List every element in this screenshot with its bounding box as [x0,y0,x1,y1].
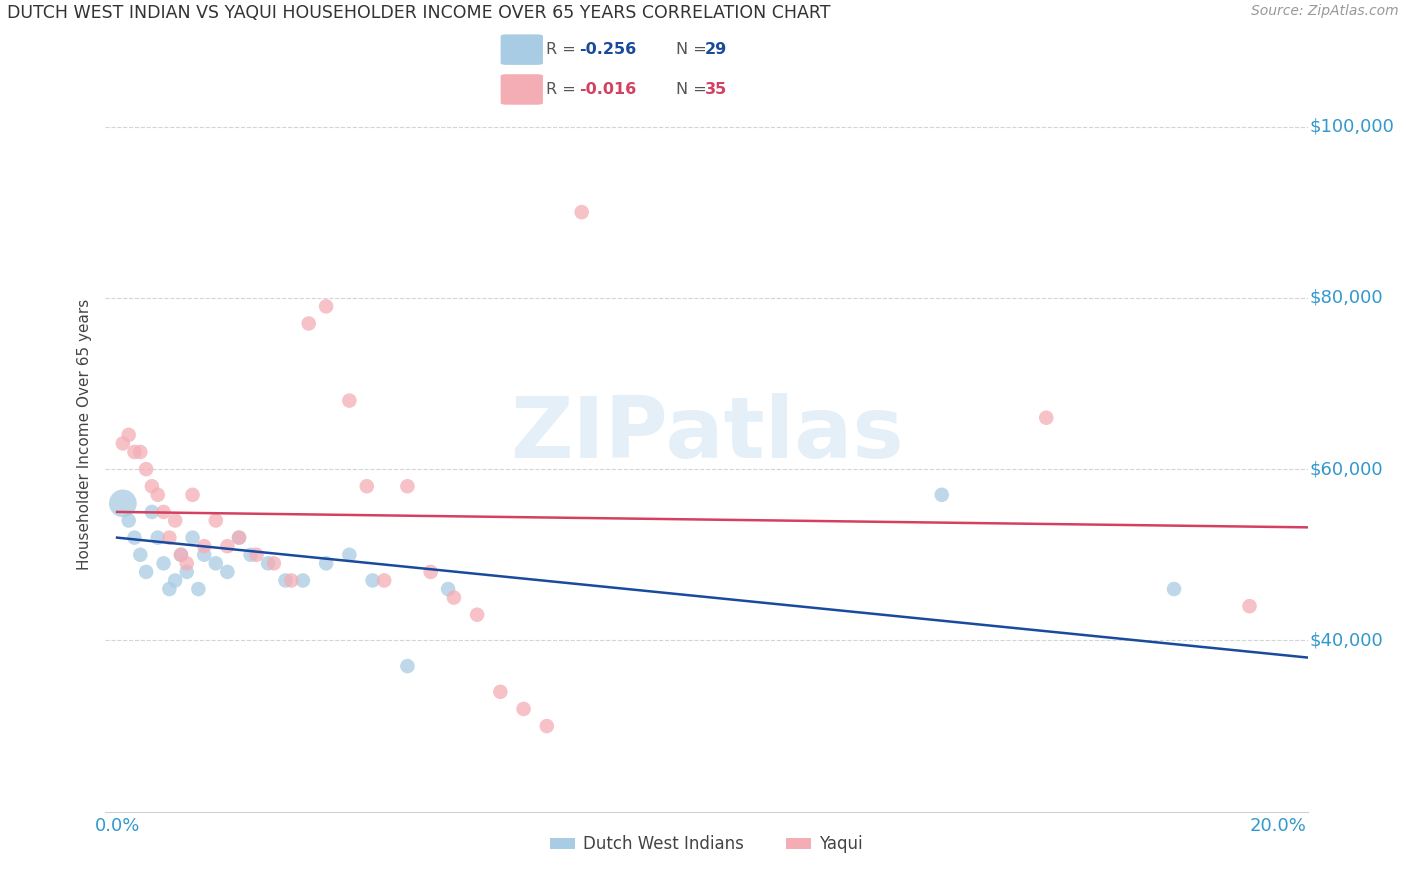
Point [129,548,152,562]
Point [274,574,297,588]
Point [437,582,460,596]
Text: R =: R = [546,42,581,57]
Point [111,496,134,510]
Point [443,591,465,605]
Point [419,565,441,579]
Point [373,574,395,588]
Point [135,565,157,579]
Point [165,514,187,528]
Point [193,548,215,562]
Point [291,574,314,588]
Point [217,539,239,553]
Point [146,488,169,502]
Point [396,479,419,493]
Point [141,479,163,493]
Point [315,299,337,313]
Point [1239,599,1261,614]
Point [228,531,250,545]
Point [176,557,198,571]
Point [176,565,198,579]
Point [204,557,226,571]
Point [152,505,174,519]
Point [489,685,512,699]
Point [204,514,226,528]
Point [337,548,360,562]
Text: $100,000: $100,000 [1310,118,1395,136]
Legend: Dutch West Indians, Yaqui: Dutch West Indians, Yaqui [544,829,869,860]
Point [146,531,169,545]
Text: -0.256: -0.256 [579,42,637,57]
Point [245,548,267,562]
Point [356,479,378,493]
Text: ZIPatlas: ZIPatlas [509,393,904,476]
Text: Source: ZipAtlas.com: Source: ZipAtlas.com [1251,4,1399,19]
Point [157,531,180,545]
Point [170,548,193,562]
Text: 35: 35 [704,82,727,97]
Point [129,445,152,459]
Point [111,436,134,450]
Point [141,505,163,519]
Point [361,574,384,588]
Point [315,557,337,571]
Point [181,488,204,502]
FancyBboxPatch shape [501,35,543,65]
Point [280,574,302,588]
Point [165,574,187,588]
Point [263,557,285,571]
Text: $40,000: $40,000 [1310,632,1384,649]
Point [217,565,239,579]
Point [536,719,558,733]
Point [571,205,593,219]
Point [181,531,204,545]
Point [298,317,321,331]
Text: -0.016: -0.016 [579,82,637,97]
Point [512,702,534,716]
Point [239,548,262,562]
Y-axis label: Householder Income Over 65 years: Householder Income Over 65 years [77,299,93,571]
Point [124,531,146,545]
Text: DUTCH WEST INDIAN VS YAQUI HOUSEHOLDER INCOME OVER 65 YEARS CORRELATION CHART: DUTCH WEST INDIAN VS YAQUI HOUSEHOLDER I… [7,4,831,22]
Point [465,607,488,622]
Point [337,393,360,408]
Point [135,462,157,476]
Text: $60,000: $60,000 [1310,460,1384,478]
Point [193,539,215,553]
Point [257,557,280,571]
Point [118,427,141,442]
Point [1163,582,1185,596]
Point [157,582,180,596]
Point [118,514,141,528]
Point [228,531,250,545]
Point [152,557,174,571]
Text: R =: R = [546,82,581,97]
Point [187,582,209,596]
Point [931,488,953,502]
Point [396,659,419,673]
Point [170,548,193,562]
Point [1035,410,1057,425]
FancyBboxPatch shape [501,74,543,104]
Text: N =: N = [676,42,711,57]
Text: $80,000: $80,000 [1310,289,1384,307]
Point [124,445,146,459]
Text: N =: N = [676,82,711,97]
Text: 29: 29 [704,42,727,57]
